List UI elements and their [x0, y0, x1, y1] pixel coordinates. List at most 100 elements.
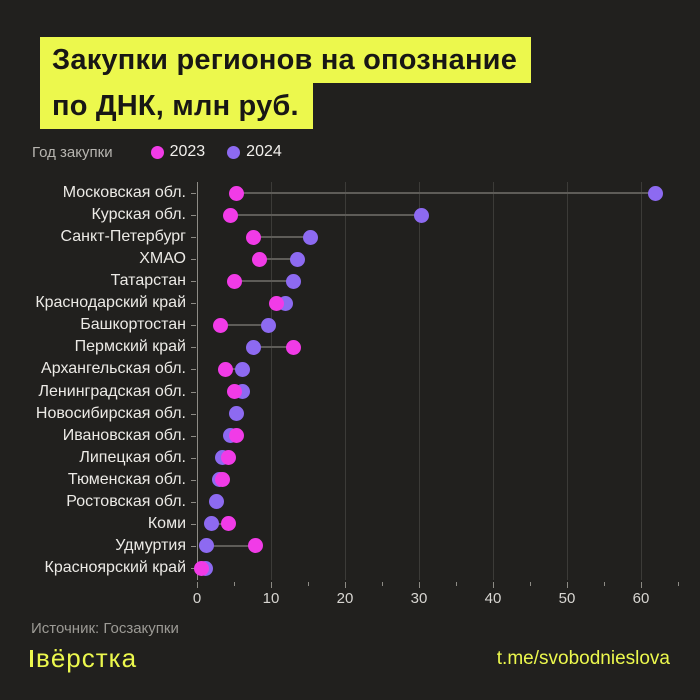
- x-major-tick: [419, 582, 420, 588]
- chart-row: Курская обл.: [0, 204, 700, 226]
- gridline: [567, 182, 568, 580]
- x-minor-tick: [604, 582, 605, 586]
- dumbbell-chart: Московская обл. Курская обл. Санкт-Петербу…: [0, 182, 700, 618]
- chart-row: Ленинградская обл.: [0, 381, 700, 403]
- chart-row: Санкт-Петербург: [0, 226, 700, 248]
- dot-2023: [218, 361, 234, 377]
- y-tick: [191, 347, 196, 349]
- page-title: Закупки регионов на опознание по ДНК, мл…: [40, 37, 532, 129]
- dot-2023: [227, 273, 243, 289]
- x-minor-tick: [234, 582, 235, 586]
- y-tick: [191, 501, 196, 503]
- chart-row: Ростовская обл.: [0, 491, 700, 513]
- category-label: ХМАО: [139, 250, 186, 268]
- dot-2024: [285, 273, 301, 289]
- connector-line: [253, 346, 294, 349]
- category-label: Коми: [147, 514, 186, 532]
- title-line-2: по ДНК, млн руб.: [40, 83, 313, 129]
- category-label: Липецкая обл.: [79, 448, 186, 466]
- y-tick: [191, 281, 196, 283]
- category-label: Новосибирская обл.: [35, 404, 186, 422]
- chart-row: Тюменская обл.: [0, 469, 700, 491]
- x-tick-label: 0: [192, 590, 202, 607]
- chart-row: Татарстан: [0, 270, 700, 292]
- y-tick: [191, 435, 196, 437]
- telegram-link[interactable]: t.me/svobodnieslova: [496, 648, 670, 669]
- x-major-tick: [641, 582, 642, 588]
- y-tick: [191, 237, 196, 239]
- x-axis: 0 10 20 30 40 50 60: [0, 580, 700, 618]
- category-label: Ростовская обл.: [66, 492, 186, 510]
- category-label: Пермский край: [74, 338, 186, 356]
- brand-name: вёрстка: [36, 643, 138, 673]
- gridline: [419, 182, 420, 580]
- y-tick: [191, 523, 196, 525]
- chart-row: Коми: [0, 513, 700, 535]
- dot-2023: [193, 560, 209, 576]
- dot-2023: [228, 185, 244, 201]
- connector-line: [206, 544, 256, 547]
- chart-row: Краснодарский край: [0, 292, 700, 314]
- chart-row: ХМАО: [0, 248, 700, 270]
- legend-label-2023: 2023: [169, 143, 206, 160]
- dot-2024: [413, 207, 429, 223]
- category-label: Красноярский край: [44, 559, 186, 577]
- dot-2024: [260, 317, 276, 333]
- dot-2023: [268, 295, 284, 311]
- y-tick: [191, 568, 196, 570]
- x-tick-label: 60: [632, 590, 650, 607]
- y-tick: [191, 259, 196, 261]
- plot-area: Московская обл. Курская обл. Санкт-Петербу…: [0, 182, 700, 580]
- chart-row: Башкортостан: [0, 314, 700, 336]
- x-minor-tick: [678, 582, 679, 586]
- dot-2024: [303, 229, 319, 245]
- dot-2024: [209, 494, 225, 510]
- brand-logo: вёрстка: [30, 643, 137, 674]
- legend-dot-2024-icon: [227, 145, 241, 159]
- category-label: Татарстан: [110, 272, 186, 290]
- dot-2023: [251, 251, 267, 267]
- category-label: Удмуртия: [115, 536, 186, 554]
- dot-2024: [235, 361, 251, 377]
- legend-item-2023: 2023: [150, 143, 206, 161]
- y-tick: [191, 215, 196, 217]
- y-tick: [191, 325, 196, 327]
- category-label: Московская обл.: [62, 184, 186, 201]
- dot-2023: [221, 516, 237, 532]
- dot-2024: [229, 406, 245, 422]
- x-tick-label: 40: [484, 590, 502, 607]
- connector-line: [234, 280, 294, 283]
- x-tick-label: 20: [336, 590, 354, 607]
- connector-line: [259, 258, 298, 261]
- gridline: [271, 182, 272, 580]
- y-tick: [191, 369, 196, 371]
- y-tick: [191, 413, 196, 415]
- connector-line: [253, 236, 311, 239]
- chart-row: Ивановская обл.: [0, 425, 700, 447]
- gridline: [345, 182, 346, 580]
- category-label: Санкт-Петербург: [60, 228, 186, 246]
- connector-line: [230, 214, 422, 217]
- dot-2023: [214, 472, 230, 488]
- dot-2024: [246, 339, 262, 355]
- dot-2024: [648, 185, 664, 201]
- dot-2024: [290, 251, 306, 267]
- chart-row: Липецкая обл.: [0, 447, 700, 469]
- chart-legend: Год закупки 2023 2024: [32, 142, 304, 162]
- y-axis-line: [197, 182, 198, 580]
- chart-row: Пермский край: [0, 336, 700, 358]
- x-minor-tick: [308, 582, 309, 586]
- connector-line: [220, 324, 269, 327]
- chart-row: Удмуртия: [0, 535, 700, 557]
- legend-dot-2023-icon: [150, 145, 164, 159]
- dot-2023: [222, 207, 238, 223]
- connector-line: [225, 368, 243, 371]
- chart-row: Новосибирская обл.: [0, 403, 700, 425]
- gridline: [641, 182, 642, 580]
- chart-row: Архангельская обл.: [0, 358, 700, 380]
- category-label: Тюменская обл.: [67, 470, 186, 488]
- x-major-tick: [493, 582, 494, 588]
- dot-2023: [285, 339, 301, 355]
- source-note: Источник: Госзакупки: [31, 620, 179, 637]
